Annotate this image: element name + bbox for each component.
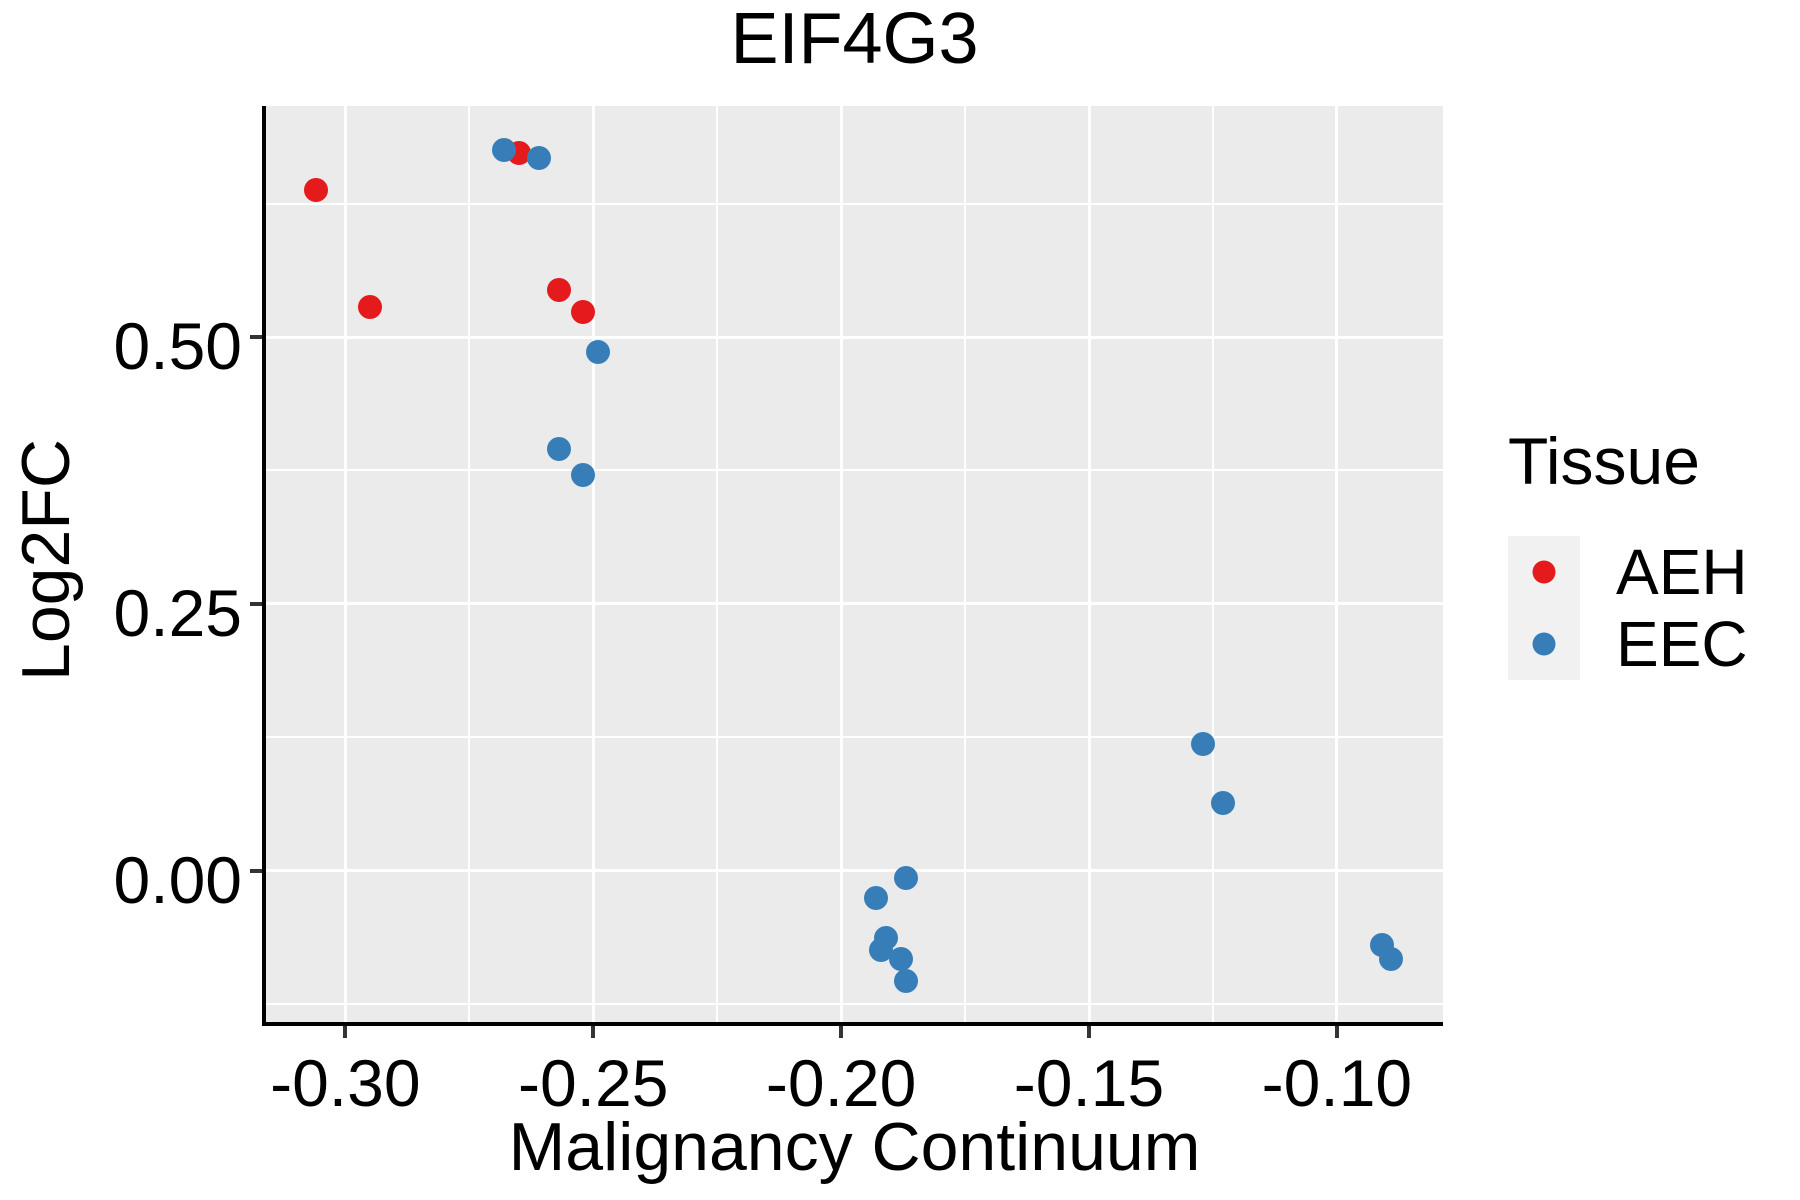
legend-key-aeh (1508, 535, 1580, 608)
gridline-minor-horizontal (266, 469, 1443, 472)
y-tick-mark (250, 601, 262, 606)
gridline-minor-horizontal (266, 1003, 1443, 1006)
y-tick-label: 0.00 (113, 842, 242, 917)
data-point-eec (571, 462, 596, 487)
aeh-point-icon (1532, 560, 1556, 584)
data-point-aeh (571, 300, 596, 325)
data-point-eec (491, 138, 516, 163)
data-point-aeh (358, 295, 383, 320)
x-tick-mark (591, 1026, 596, 1038)
eec-point-icon (1532, 632, 1556, 656)
gridline-major-vertical (1335, 106, 1339, 1022)
data-point-aeh (303, 177, 328, 202)
legend-item-eec: EEC (1508, 607, 1748, 680)
x-tick-label: -0.15 (1013, 1046, 1165, 1120)
data-point-eec (1210, 790, 1235, 815)
x-tick-label: -0.10 (1261, 1046, 1413, 1120)
x-tick-label: -0.20 (765, 1046, 917, 1120)
plot-panel (266, 106, 1443, 1022)
x-axis-line (262, 1022, 1443, 1026)
x-tick-mark (1334, 1026, 1339, 1038)
gridline-major-horizontal (266, 869, 1443, 873)
data-point-eec (1191, 731, 1216, 756)
gridline-major-vertical (839, 106, 843, 1022)
data-point-aeh (546, 278, 571, 302)
x-tick-mark (1087, 1026, 1091, 1038)
y-tick-label: 0.50 (113, 309, 242, 383)
y-tick-label: 0.25 (113, 575, 242, 650)
plot-title: EIF4G3 (730, 0, 979, 79)
legend-item-aeh: AEH (1508, 535, 1748, 608)
x-tick-label: -0.30 (270, 1046, 421, 1120)
legend-key-eec (1508, 607, 1580, 680)
data-point-eec (526, 145, 551, 170)
gridline-major-vertical (591, 106, 595, 1022)
data-point-eec (586, 339, 611, 364)
x-tick-label: -0.25 (518, 1046, 669, 1120)
gridline-minor-vertical (1211, 106, 1214, 1022)
data-point-eec (888, 946, 913, 971)
data-point-eec (893, 968, 918, 993)
x-tick-mark (839, 1026, 844, 1038)
legend-title: Tissue (1508, 424, 1700, 498)
y-tick-mark (250, 335, 262, 339)
gridline-major-vertical (343, 106, 347, 1022)
gridline-minor-horizontal (266, 736, 1443, 739)
legend-label-eec: EEC (1616, 607, 1748, 680)
gridline-major-horizontal (266, 335, 1443, 339)
gridline-minor-vertical (468, 106, 471, 1022)
y-tick-mark (250, 868, 262, 873)
gridline-minor-vertical (716, 106, 719, 1022)
x-tick-mark (343, 1026, 348, 1038)
data-point-eec (1379, 946, 1404, 971)
gridline-major-horizontal (266, 602, 1443, 606)
gridline-minor-vertical (964, 106, 967, 1022)
gridline-major-vertical (1087, 106, 1091, 1022)
y-axis-line (262, 106, 266, 1026)
data-point-eec (863, 885, 888, 910)
legend: Tissue AEH EEC (1508, 424, 1748, 680)
data-point-eec (893, 866, 918, 891)
y-axis-label: Log2FC (8, 439, 84, 681)
x-axis-label: Malignancy Continuum (508, 1109, 1201, 1185)
legend-label-aeh: AEH (1616, 535, 1748, 608)
data-point-eec (546, 437, 571, 462)
gridline-minor-horizontal (266, 202, 1443, 205)
